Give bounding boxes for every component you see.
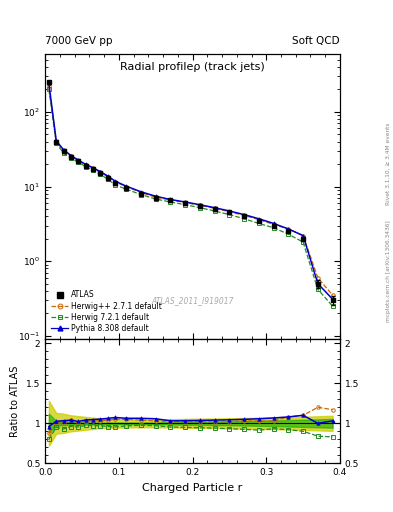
Text: mcplots.cern.ch [arXiv:1306.3436]: mcplots.cern.ch [arXiv:1306.3436]	[386, 221, 391, 322]
Text: Rivet 3.1.10, ≥ 3.4M events: Rivet 3.1.10, ≥ 3.4M events	[386, 122, 391, 205]
Y-axis label: Ratio to ATLAS: Ratio to ATLAS	[10, 366, 20, 437]
Text: ATLAS_2011_I919017: ATLAS_2011_I919017	[151, 296, 234, 305]
Text: Soft QCD: Soft QCD	[292, 36, 340, 46]
Text: 7000 GeV pp: 7000 GeV pp	[45, 36, 113, 46]
Legend: ATLAS, Herwig++ 2.7.1 default, Herwig 7.2.1 default, Pythia 8.308 default: ATLAS, Herwig++ 2.7.1 default, Herwig 7.…	[49, 288, 164, 335]
X-axis label: Charged Particle r: Charged Particle r	[142, 483, 243, 493]
Text: Radial profileρ (track jets): Radial profileρ (track jets)	[120, 62, 265, 72]
